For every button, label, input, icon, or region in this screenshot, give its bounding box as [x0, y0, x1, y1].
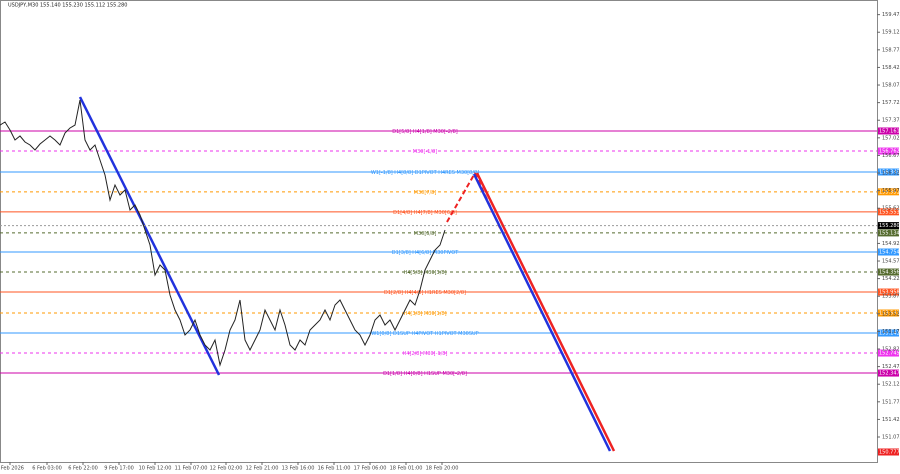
level-label: M30[5/8] [414, 231, 437, 237]
x-tick-label: 17 Feb 06:00 [354, 466, 387, 472]
level-label: H4[2/8] M30[-1/8] [403, 351, 448, 357]
level-label: H4[5/8] M30[3/8] [403, 270, 446, 276]
y-tick-label: 155.975 [882, 188, 900, 194]
y-tick-label: 159.475 [882, 12, 900, 18]
y-tick-label: 158.775 [882, 47, 900, 53]
x-tick-label: 13 Feb 16:00 [282, 466, 315, 472]
x-tick-label: 16 Feb 11:00 [318, 466, 351, 472]
price-tag [878, 288, 899, 296]
y-tick-label: 153.175 [882, 329, 900, 335]
price-tag-label: 155.951 [879, 189, 900, 195]
y-tick-label: 159.125 [882, 30, 900, 36]
forecast-up [446, 172, 476, 223]
price-tag [878, 329, 899, 337]
y-tick-label: 157.025 [882, 135, 900, 141]
price-tag [878, 188, 899, 196]
price-tag [878, 229, 899, 237]
x-tick-label: 9 Feb 17:00 [104, 466, 134, 472]
price-tag [878, 369, 899, 377]
target-price-label: 150.777 [879, 449, 900, 455]
price-tag-label: 152.745 [879, 351, 900, 357]
level-label: W1[-1/8] H4[8/8] D1PIVOT H4RES M30[8/8] [371, 170, 479, 176]
y-tick-label: 151.075 [882, 435, 900, 441]
price-tag-label: 155.553 [879, 209, 900, 215]
x-tick-label: 18 Feb 01:00 [390, 466, 423, 472]
price-tag-label: 156.762 [879, 149, 900, 155]
price-tag-label: 154.356 [879, 270, 900, 276]
y-tick-label: 152.125 [882, 382, 900, 388]
price-tag [878, 268, 899, 276]
plot-frame [0, 0, 878, 463]
y-tick-label: 158.075 [882, 83, 900, 89]
price-tag [878, 147, 899, 155]
forecast-down-blue [472, 173, 612, 452]
y-tick-label: 152.825 [882, 347, 900, 353]
x-tick-label: 12 Feb 21:00 [246, 466, 279, 472]
price-tag-label: 156.345 [879, 170, 900, 176]
y-tick-label: 151.775 [882, 399, 900, 405]
trend-line [78, 96, 221, 376]
price-tag-label: 157.161 [879, 128, 900, 134]
chart-title: USDJPY,M30 155.140 155.230 155.112 155.2… [8, 3, 127, 9]
y-tick-label: 152.475 [882, 364, 900, 370]
price-tag [878, 127, 899, 135]
level-label: W1[0/8] D1SUP H4PIVOT H1PIVOT M30SUP [371, 331, 478, 337]
level-label: D1[5/8] H4[1/8] M30[-2/8] [392, 129, 458, 135]
price-tag [878, 309, 899, 317]
price-line [0, 99, 446, 367]
level-label: D1[2/8] H4[4/8] H1RES M30[2/8] [384, 290, 466, 296]
y-tick-label: 153.525 [882, 311, 900, 317]
current-price-tag [878, 222, 899, 230]
x-tick-label: 18 Feb 20:00 [426, 466, 459, 472]
level-label: D1[1/8] H4[0/8] H1SUP M30[-2/8] [383, 371, 467, 377]
x-tick-label: 11 Feb 07:00 [175, 466, 208, 472]
y-tick-label: 151.425 [882, 417, 900, 423]
price-tag-label: 155.134 [879, 230, 900, 236]
level-label: M30[7/8] [414, 190, 437, 196]
y-tick-label: 156.675 [882, 153, 900, 159]
price-tag-label: 153.143 [879, 331, 900, 337]
price-tag-label: 152.347 [879, 371, 900, 377]
x-tick-label: 10 Feb 12:00 [139, 466, 172, 472]
y-tick-label: 153.875 [882, 294, 900, 300]
x-tick-label: 6 Feb 22:00 [68, 466, 98, 472]
price-tag [878, 349, 899, 357]
x-tick-label: 12 Feb 02:00 [210, 466, 243, 472]
price-tag-label: 154.754 [879, 250, 900, 256]
level-label: D1[3/8] H4[6/8] M30PIVOT [392, 250, 459, 256]
y-tick-label: 154.925 [882, 241, 900, 247]
y-tick-label: 155.625 [882, 206, 900, 212]
price-tag [878, 208, 899, 216]
forecast-down-red [475, 172, 616, 452]
y-tick-label: 157.375 [882, 118, 900, 124]
level-label: D1[4/8] H4[7/8] M30[6/8] [393, 210, 457, 216]
price-tag [878, 248, 899, 256]
current-price-label: 155.280 [879, 223, 900, 229]
x-tick-label: 5 Feb 2026 [0, 466, 24, 472]
y-tick-label: 158.425 [882, 65, 900, 71]
price-tag-label: 153.541 [879, 311, 900, 317]
level-label: M30[-1/8] [413, 149, 437, 155]
target-price-tag [878, 448, 899, 456]
price-tag-label: 153.958 [879, 290, 900, 296]
y-tick-label: 154.225 [882, 276, 900, 282]
level-label: H4[3/8] M30[1/8] [403, 311, 446, 317]
y-tick-label: 154.575 [882, 259, 900, 265]
price-tag [878, 168, 899, 176]
y-tick-label: 157.725 [882, 100, 900, 106]
x-tick-label: 6 Feb 03:00 [32, 466, 62, 472]
y-tick-label: 156.325 [882, 171, 900, 177]
